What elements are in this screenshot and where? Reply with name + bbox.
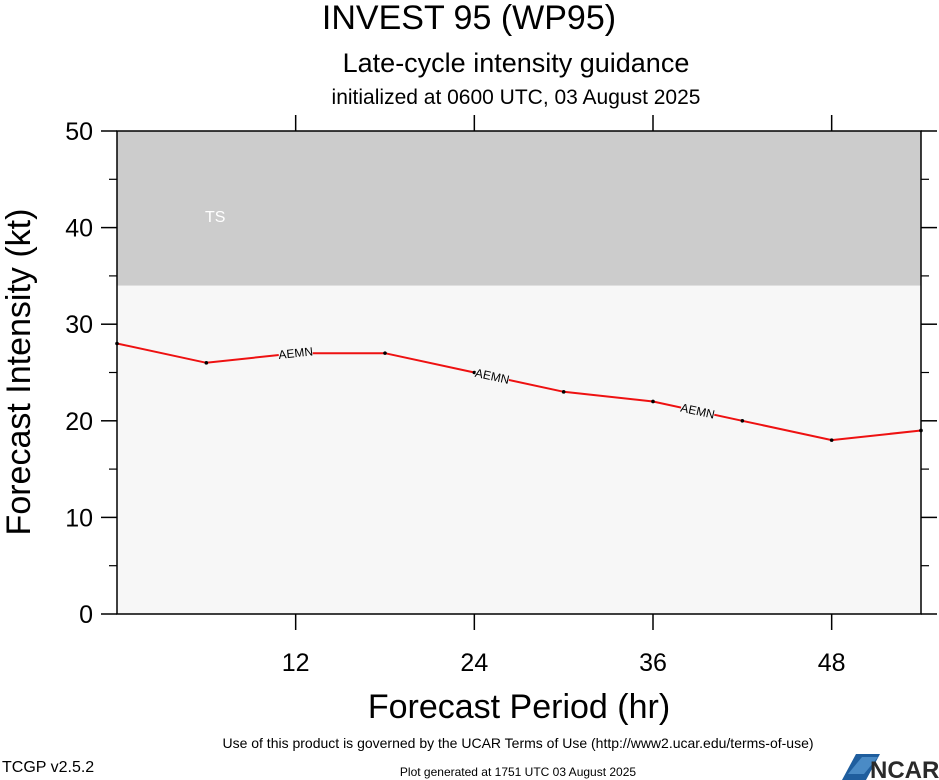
series-inline-label-bg — [474, 365, 511, 385]
data-point — [740, 419, 745, 423]
data-point — [829, 438, 834, 442]
series-inline-label-bg — [679, 400, 716, 420]
chart-init-line: initialized at 0600 UTC, 03 August 2025 — [332, 86, 701, 109]
data-point — [204, 361, 209, 365]
x-axis-label: Forecast Period (hr) — [368, 688, 670, 726]
ncar-logo-mark-icon — [842, 754, 880, 780]
y-tick-label: 0 — [79, 601, 93, 629]
x-tick-label: 12 — [282, 649, 310, 677]
x-tick-label: 36 — [639, 649, 667, 677]
ts-band — [117, 131, 921, 286]
y-axis-label: Forecast Intensity (kt) — [0, 209, 38, 536]
data-point — [383, 351, 387, 355]
y-tick-label: 30 — [65, 311, 93, 339]
data-point — [651, 399, 655, 404]
series-inline-label-bg — [278, 344, 314, 360]
series-inline-label-group: AEMN — [278, 344, 314, 362]
chart-title: INVEST 95 (WP95) — [322, 0, 616, 37]
data-point — [472, 370, 477, 375]
x-tick-label: 48 — [818, 649, 846, 677]
ncar-logo: NCAR — [842, 754, 939, 780]
series-inline-label: AEMN — [278, 344, 314, 362]
data-point — [561, 390, 566, 394]
ncar-logo-text: NCAR — [870, 757, 939, 780]
y-tick-label: 40 — [65, 215, 93, 243]
chart-subtitle: Late-cycle intensity guidance — [343, 48, 690, 78]
y-tick-label: 50 — [65, 118, 93, 146]
plot-generated-text: Plot generated at 1751 UTC 03 August 202… — [400, 765, 636, 779]
series-line-aemn — [116, 342, 922, 442]
version-text: TCGP v2.5.2 — [2, 759, 94, 776]
y-tick-label: 10 — [65, 504, 93, 532]
ts-band-label: TS — [205, 209, 225, 226]
y-tick-label: 20 — [65, 408, 93, 436]
terms-of-use-text: Use of this product is governed by the U… — [222, 735, 813, 751]
x-tick-label: 24 — [460, 649, 488, 677]
